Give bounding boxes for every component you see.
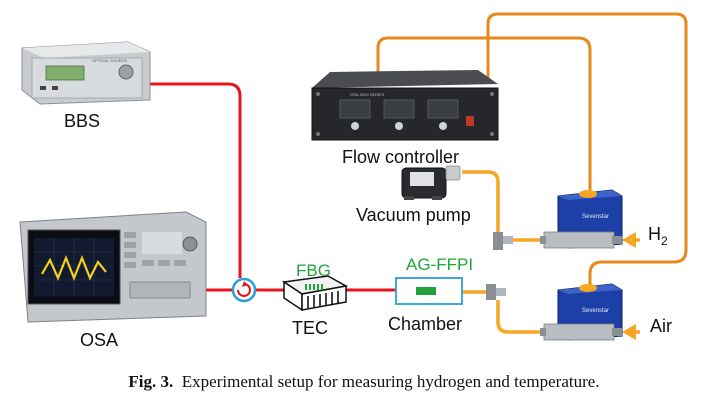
- air-mfc-line: [496, 300, 540, 334]
- tec-device: [281, 275, 349, 312]
- cable-to-h2-mfc: [376, 36, 592, 196]
- ag-ffpi-sensor: [416, 287, 436, 295]
- bbs-label: BBS: [64, 111, 100, 131]
- osa-device: [19, 211, 207, 323]
- air-mfc-device: Sevenstar: [540, 283, 623, 341]
- fbg-label: FBG: [296, 261, 331, 280]
- cable-to-air-mfc: [486, 12, 688, 290]
- vacuum-pump-label: Vacuum pump: [356, 205, 471, 225]
- circulator-icon: [231, 277, 257, 303]
- control-cables: [376, 12, 688, 290]
- vacuum-line: [462, 170, 500, 240]
- h2-label: H2: [648, 224, 668, 248]
- caption-prefix: Fig. 3.: [128, 372, 174, 391]
- chamber-label: Chamber: [388, 314, 462, 334]
- air-arrow-icon: [622, 324, 636, 340]
- caption-text: Experimental setup for measuring hydroge…: [181, 372, 600, 391]
- bbs-device: OPTICAL SOURCE: [21, 41, 151, 105]
- t-joint-lower: [486, 284, 506, 300]
- ag-ffpi-label: AG-FFPI: [406, 255, 473, 274]
- t-joint-upper: [493, 232, 513, 250]
- chamber-device: [395, 277, 463, 305]
- osa-label: OSA: [80, 330, 118, 350]
- air-label: Air: [650, 316, 672, 336]
- h2-mfc-device: Sevenstar: [540, 189, 623, 249]
- figure-caption: Fig. 3. Experimental setup for measuring…: [0, 372, 728, 392]
- h2-label-base: H: [648, 224, 661, 244]
- bbs-panel-text: OPTICAL SOURCE: [92, 58, 128, 63]
- fbg-grating-icon: [305, 284, 323, 290]
- tec-label: TEC: [292, 318, 328, 338]
- gas-input-arrows: [622, 232, 636, 340]
- fiber-bbs-to-circulator: [120, 82, 242, 278]
- vacuum-pump-device: [401, 165, 461, 200]
- h2-arrow-icon: [622, 232, 636, 248]
- h2-mfc-brand: Sevenstar: [582, 214, 609, 220]
- flow-controller-device: DSN-3000 SERIES: [311, 70, 499, 141]
- flow-controller-panel-text: DSN-3000 SERIES: [350, 92, 385, 97]
- gas-lines: [460, 170, 640, 334]
- air-mfc-brand: Sevenstar: [582, 308, 609, 314]
- osa-spectrum-trace: [41, 255, 107, 281]
- flow-controller-label: Flow controller: [342, 147, 459, 167]
- h2-label-subscript: 2: [661, 234, 668, 248]
